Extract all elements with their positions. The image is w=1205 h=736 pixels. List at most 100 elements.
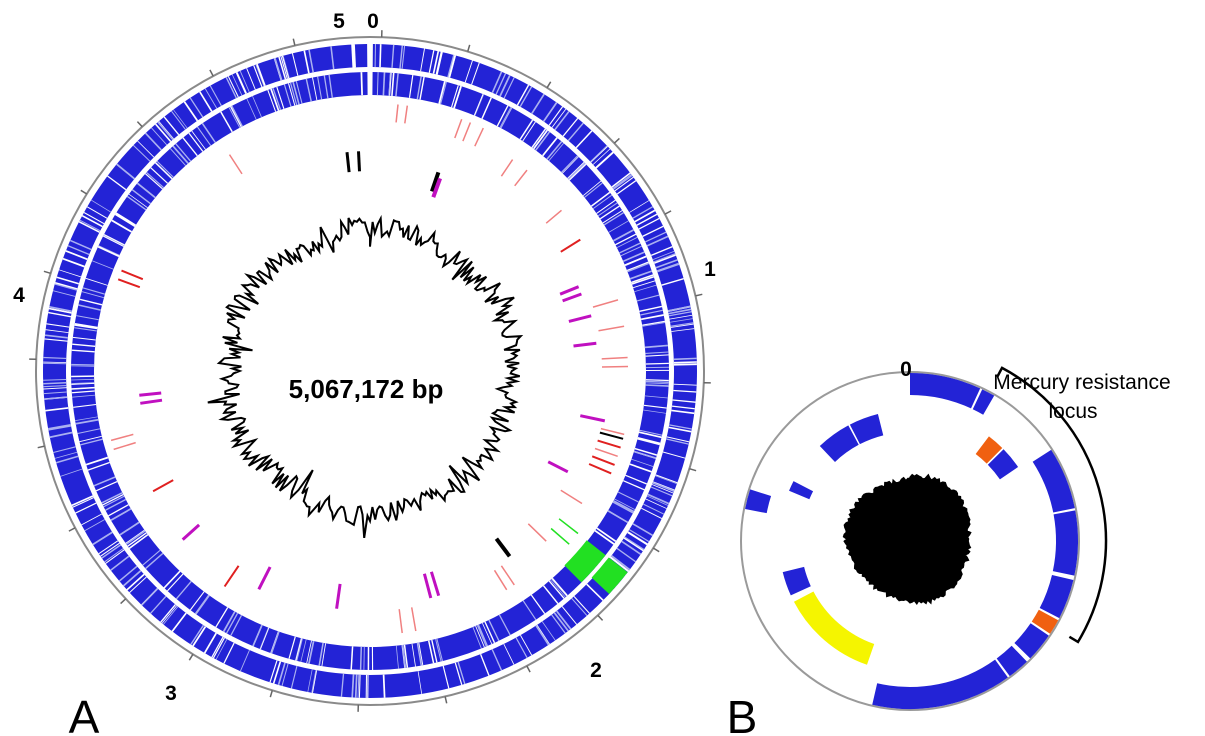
cds-gap — [312, 77, 318, 101]
cds-gap — [662, 451, 686, 459]
cds-gap — [352, 44, 356, 68]
cds-gap — [548, 142, 565, 162]
cds-gap — [668, 426, 692, 433]
cds-gap — [673, 389, 697, 393]
cds-gap — [550, 579, 566, 598]
cds-gap — [388, 72, 391, 96]
feature-mark — [474, 127, 484, 147]
cds-gap — [669, 424, 692, 430]
cds-gap — [274, 57, 283, 81]
cds-gap — [126, 573, 145, 591]
panel-a-outer-circle — [35, 36, 705, 706]
cds-gap — [627, 532, 648, 546]
cds-gap — [201, 122, 216, 143]
cds-gap — [209, 85, 222, 107]
cds-gap — [632, 523, 654, 537]
cds-gap — [603, 212, 624, 226]
cds-gap — [52, 290, 76, 297]
cds-gap — [655, 475, 678, 485]
cds-gap — [541, 621, 556, 641]
cds-gap — [624, 536, 645, 551]
cds-gap — [567, 122, 584, 142]
feature-mark — [430, 171, 441, 193]
cds-gap — [131, 189, 151, 205]
cds-gap — [149, 595, 167, 614]
plasmid-gene — [1039, 574, 1074, 619]
cds-gap — [98, 245, 120, 256]
cds-gap — [239, 649, 250, 672]
cds-gap — [48, 311, 72, 318]
cds-gap — [616, 236, 638, 248]
cds-gap — [439, 81, 447, 105]
panel-a-tick-marks — [29, 30, 711, 712]
feature-mark — [500, 565, 515, 586]
cds-gap — [484, 621, 496, 644]
tick-mark — [613, 137, 620, 144]
cds-gap — [657, 263, 680, 273]
cds-gap — [227, 76, 239, 98]
cds-gap — [643, 404, 667, 409]
cds-gap — [43, 356, 67, 359]
cds-gap — [103, 234, 125, 246]
cds-gap — [267, 89, 277, 112]
cds-gap — [522, 121, 536, 142]
plasmid-gene — [909, 373, 981, 409]
cds-gap — [416, 642, 423, 666]
cds-gap — [584, 182, 603, 198]
cds-gap — [92, 531, 113, 546]
cds-gap — [163, 570, 181, 589]
cds-gap — [496, 105, 509, 127]
panel-b-locus-label-line2: locus — [1048, 400, 1097, 423]
cds-gap — [516, 84, 530, 106]
cds-gap — [212, 637, 225, 659]
panel-b-features — [745, 373, 1078, 709]
cds-gap — [668, 311, 692, 317]
cds-gap — [614, 176, 634, 192]
cds-gap — [627, 262, 650, 273]
cds-gap — [54, 282, 78, 290]
cds-gap — [503, 77, 515, 99]
orange-feature — [1031, 609, 1059, 634]
cds-gap — [590, 145, 608, 163]
tick-mark — [526, 665, 531, 673]
cds-gap — [592, 194, 613, 210]
cds-gap — [101, 544, 122, 559]
cds-gap — [647, 493, 670, 505]
plasmid-gene — [996, 645, 1027, 677]
feature-mark — [545, 209, 562, 224]
tick-mark — [209, 69, 214, 77]
cds-gap — [632, 206, 654, 219]
cds-gap — [48, 423, 71, 430]
cds-gap — [43, 361, 67, 363]
cds-gap — [401, 45, 406, 69]
cds-gap — [551, 108, 567, 128]
cds-gap — [395, 645, 399, 669]
cds-gap — [619, 242, 641, 254]
cds-gap — [60, 468, 83, 477]
feature-mark — [579, 414, 606, 423]
cds-gap — [223, 611, 236, 633]
cds-gap — [82, 287, 106, 295]
cds-gap — [554, 111, 570, 131]
cds-gap — [670, 318, 693, 323]
cds-gap — [639, 429, 663, 436]
cds-gap — [633, 450, 657, 459]
tick-mark — [120, 598, 127, 605]
feature-mark — [597, 439, 621, 449]
cds-gap — [183, 101, 199, 122]
cds-gap — [491, 71, 503, 94]
cds-gap — [391, 72, 395, 96]
cds-gap — [621, 540, 642, 555]
cds-gap — [419, 76, 425, 100]
cds-gap — [163, 116, 180, 136]
panel-a-cds-track-outer — [43, 43, 697, 699]
cds-gap — [436, 638, 443, 662]
panel-a-genome-size: 5,067,172 bp — [289, 374, 444, 404]
cds-gap — [519, 86, 533, 108]
cds-gap — [45, 329, 69, 333]
cds-gap — [624, 255, 647, 267]
cds-gap — [643, 409, 667, 414]
cds-gap — [358, 674, 361, 698]
cds-gap — [45, 407, 69, 412]
plasmid-gene — [789, 481, 814, 500]
